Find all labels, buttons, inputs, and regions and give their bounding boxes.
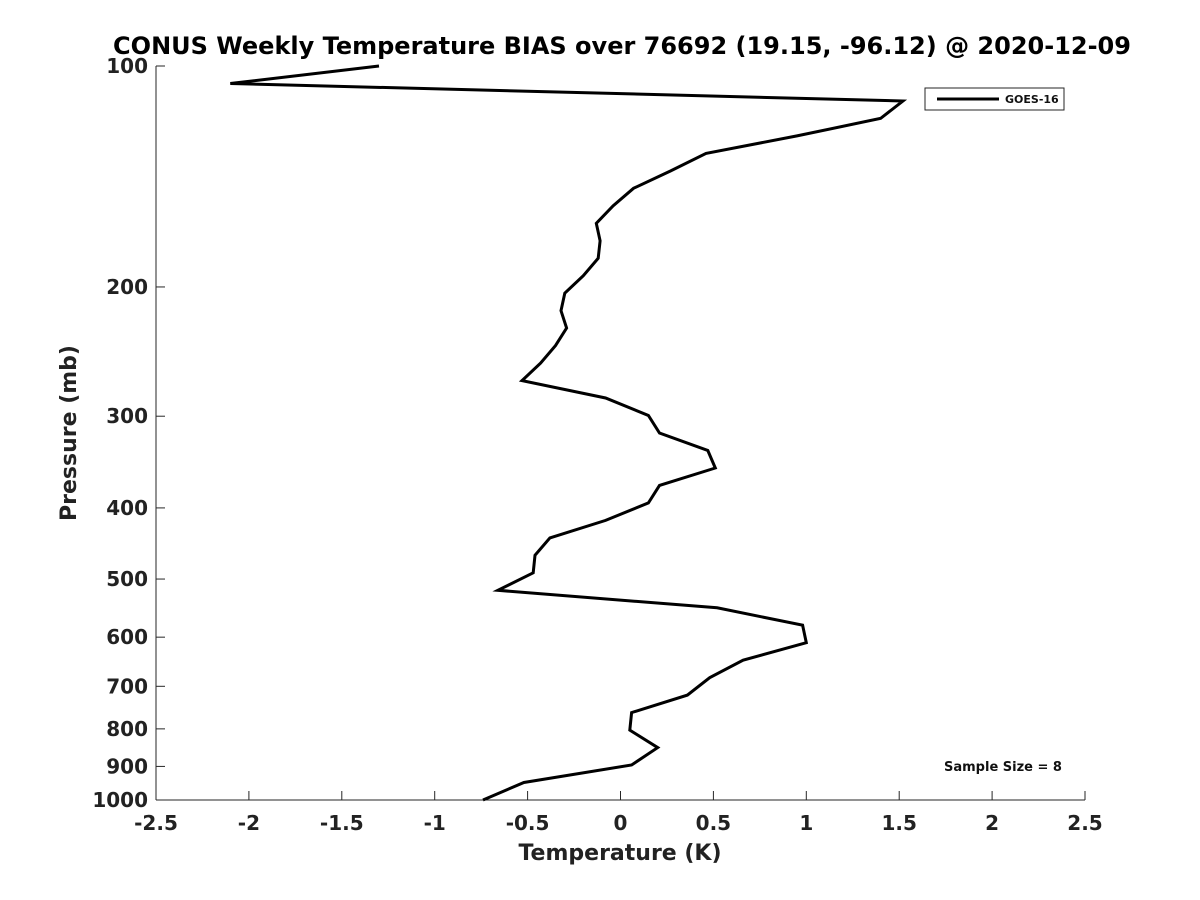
legend-label: GOES-16	[1005, 93, 1059, 106]
x-tick-label: -1.5	[320, 811, 364, 835]
y-axis-label: Pressure (mb)	[57, 345, 82, 521]
y-tick-label: 300	[106, 404, 148, 428]
series-line-0	[230, 64, 908, 802]
y-ticks: 100 200 300 400 500 600 700 800 900 1000	[92, 54, 165, 812]
series-group	[230, 64, 908, 802]
y-tick-label: 900	[106, 754, 148, 778]
sample-size-note: Sample Size = 8	[944, 760, 1062, 775]
x-axis-label: Temperature (K)	[518, 841, 721, 866]
legend: GOES-16	[924, 87, 1065, 111]
y-tick-label: 400	[106, 496, 148, 520]
x-tick-label: -0.5	[506, 811, 550, 835]
y-tick-label: 500	[106, 567, 148, 591]
plot-area	[156, 66, 1085, 800]
chart-title: CONUS Weekly Temperature BIAS over 76692…	[113, 32, 1131, 60]
y-tick-label: 600	[106, 625, 148, 649]
y-tick-label: 800	[106, 717, 148, 741]
x-tick-label: -2	[238, 811, 260, 835]
x-tick-label: -2.5	[134, 811, 178, 835]
x-tick-label: 1	[799, 811, 813, 835]
x-ticks: -2.5 -2 -1.5 -1 -0.5 0 0.5 1 1.5 2 2.5	[134, 791, 1103, 835]
x-tick-label: 1.5	[881, 811, 916, 835]
y-tick-label: 100	[106, 54, 148, 78]
y-tick-label: 200	[106, 275, 148, 299]
x-tick-label: 0	[614, 811, 628, 835]
y-tick-label: 1000	[92, 788, 148, 812]
x-tick-label: 0.5	[696, 811, 731, 835]
x-tick-label: -1	[424, 811, 446, 835]
x-tick-label: 2.5	[1067, 811, 1102, 835]
x-tick-label: 2	[985, 811, 999, 835]
y-tick-label: 700	[106, 674, 148, 698]
